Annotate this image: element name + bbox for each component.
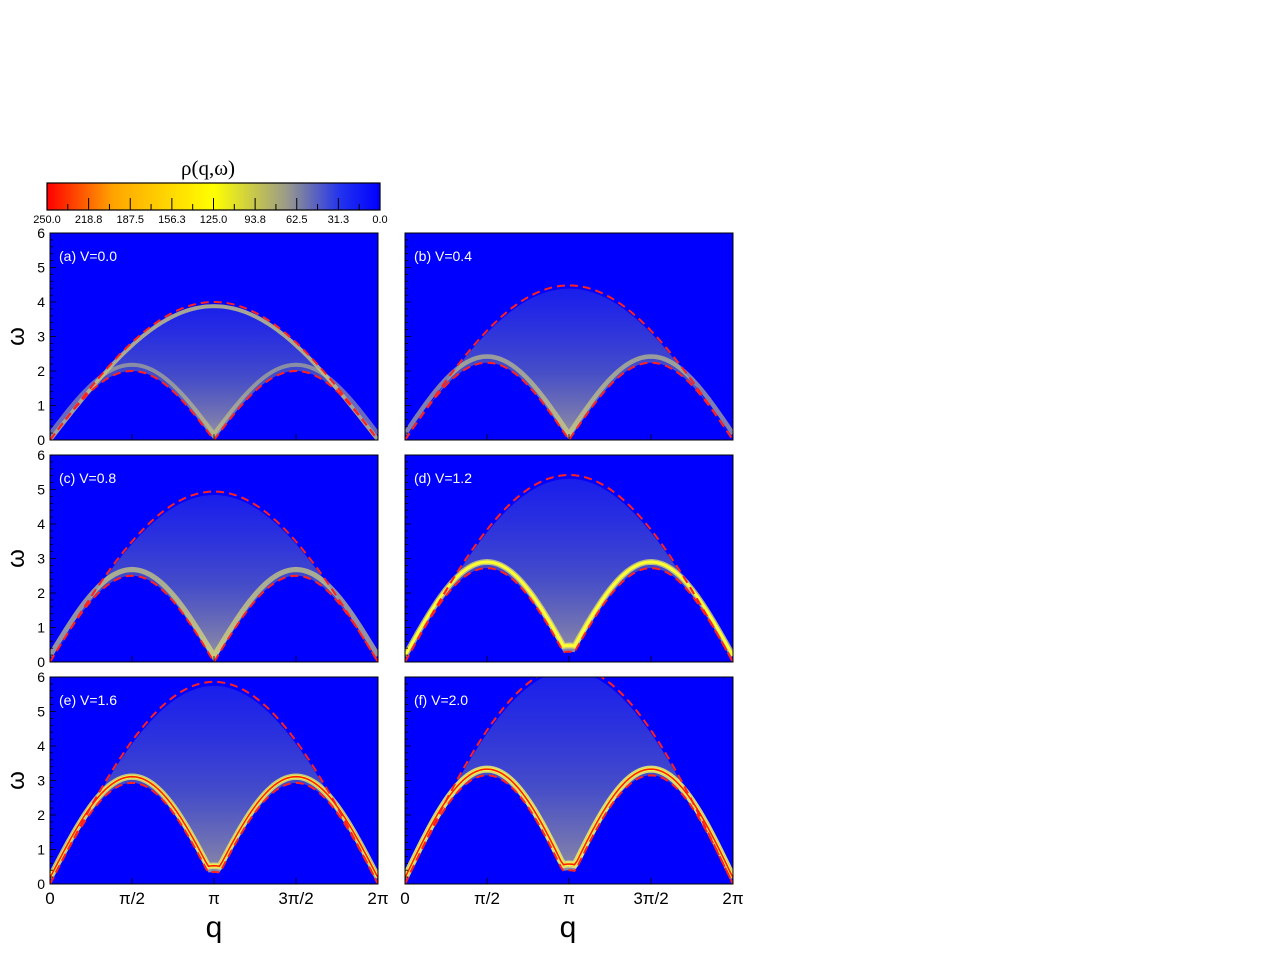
x-tick-label: π [563, 889, 575, 908]
colorbar-title: ρ(q,ω) [181, 156, 235, 180]
panels: (a) V=0.0 0 1 2 3 4 5 6 (b) V=0.4 (c) V=0.8 0 1 2 3 4 5… [37, 225, 743, 908]
upper-boundary-dashed [405, 284, 733, 440]
x-tick-label: π [208, 889, 220, 908]
colorbar-tick-label: 187.5 [116, 214, 144, 226]
panel-e: (e) V=1.6 0 1 2 3 4 5 6 0 π/2 π 3π/2 2π [37, 669, 388, 908]
spectral-edge-upper [50, 304, 378, 440]
panel-label: (f) V=2.0 [414, 692, 468, 708]
y-tick-label: 3 [37, 551, 45, 567]
panel-label: (a) V=0.0 [59, 248, 117, 264]
lower-boundary-dashed [405, 567, 733, 662]
spectral-continuum [50, 494, 378, 662]
panel-d: (d) V=1.2 [404, 454, 734, 663]
spectral-edge-glow [50, 566, 378, 661]
x-tick-label: 0 [400, 889, 409, 908]
spectral-edge-red [50, 775, 378, 879]
x-tick-label: π/2 [474, 889, 500, 908]
y-tick-label: 4 [37, 294, 45, 310]
y-tick-label: 5 [37, 260, 45, 276]
y-axis-label: ω [3, 549, 30, 568]
y-tick-label: 0 [37, 654, 45, 670]
y-tick-label: 3 [37, 329, 45, 345]
colorbar-ticks: 250.0 218.8 187.5 156.3 125.0 93.8 62.5 31.3 0.0 [33, 198, 388, 226]
lower-boundary-dashed [405, 361, 733, 440]
upper-boundary-dashed [405, 677, 733, 884]
colorbar-tick-label: 0.0 [372, 214, 387, 226]
upper-boundary-dashed [50, 300, 378, 440]
colorbar-tick-label: 218.8 [75, 214, 103, 226]
y-tick-label: 6 [37, 669, 45, 685]
y-tick-label: 4 [37, 516, 45, 532]
upper-boundary-dashed [405, 474, 733, 662]
panel-a: (a) V=0.0 0 1 2 3 4 5 6 [37, 225, 379, 448]
lower-boundary-dashed [50, 574, 378, 662]
panel-label: (d) V=1.2 [414, 470, 472, 486]
x-tick-label: π/2 [119, 889, 145, 908]
spectral-continuum [50, 304, 378, 440]
y-tick-label: 1 [37, 842, 45, 858]
y-tick-label: 3 [37, 773, 45, 789]
y-tick-label: 2 [37, 807, 45, 823]
y-tick-label: 2 [37, 585, 45, 601]
spectral-edge-glow [405, 354, 733, 438]
y-tick-label: 5 [37, 482, 45, 498]
x-tick-label: 2π [367, 889, 388, 908]
x-tick-label: 3π/2 [633, 889, 668, 908]
colorbar-tick-label: 93.8 [244, 214, 265, 226]
x-tick-label: 3π/2 [278, 889, 313, 908]
colorbar-tick-label: 125.0 [200, 214, 228, 226]
spectral-edge-red [405, 768, 733, 879]
y-tick-label: 0 [37, 876, 45, 892]
x-axis-label-left: q [206, 911, 223, 944]
spectral-continuum [405, 288, 733, 440]
spectral-continuum [405, 677, 733, 884]
lower-boundary-dashed [405, 774, 733, 884]
y-tick-label: 0 [37, 432, 45, 448]
colorbar-tick-label: 250.0 [33, 214, 61, 226]
y-tick-label: 1 [37, 620, 45, 636]
panel-label: (c) V=0.8 [59, 470, 116, 486]
y-tick-label: 2 [37, 363, 45, 379]
panel-label: (e) V=1.6 [59, 692, 117, 708]
panel-c: (c) V=0.8 0 1 2 3 4 5 6 [37, 447, 379, 670]
colorbar-tick-label: 62.5 [286, 214, 307, 226]
x-axis-label-right: q [560, 911, 577, 944]
colorbar-tick-label: 156.3 [158, 214, 186, 226]
spectral-continuum [50, 685, 378, 884]
panel-b: (b) V=0.4 [404, 232, 734, 441]
y-axis-label: ω [3, 327, 30, 346]
spectral-edge-yellow [405, 560, 733, 657]
x-tick-label: 0 [45, 889, 54, 908]
x-tick-label: 2π [722, 889, 743, 908]
panel-f: (f) V=2.0 0 π/2 π 3π/2 2π [400, 676, 744, 908]
y-tick-label: 5 [37, 704, 45, 720]
colorbar-tick-label: 31.3 [328, 214, 349, 226]
spectral-continuum [405, 478, 733, 662]
y-axis-label: ω [3, 771, 30, 790]
y-tick-label: 1 [37, 398, 45, 414]
y-tick-label: 6 [37, 225, 45, 241]
panel-label: (b) V=0.4 [414, 248, 472, 264]
y-tick-label: 6 [37, 447, 45, 463]
lower-boundary-dashed [50, 781, 378, 884]
y-tick-label: 4 [37, 738, 45, 754]
lower-boundary-dashed [50, 369, 378, 440]
